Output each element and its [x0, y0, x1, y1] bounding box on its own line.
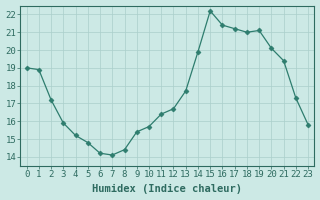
- X-axis label: Humidex (Indice chaleur): Humidex (Indice chaleur): [92, 184, 242, 194]
